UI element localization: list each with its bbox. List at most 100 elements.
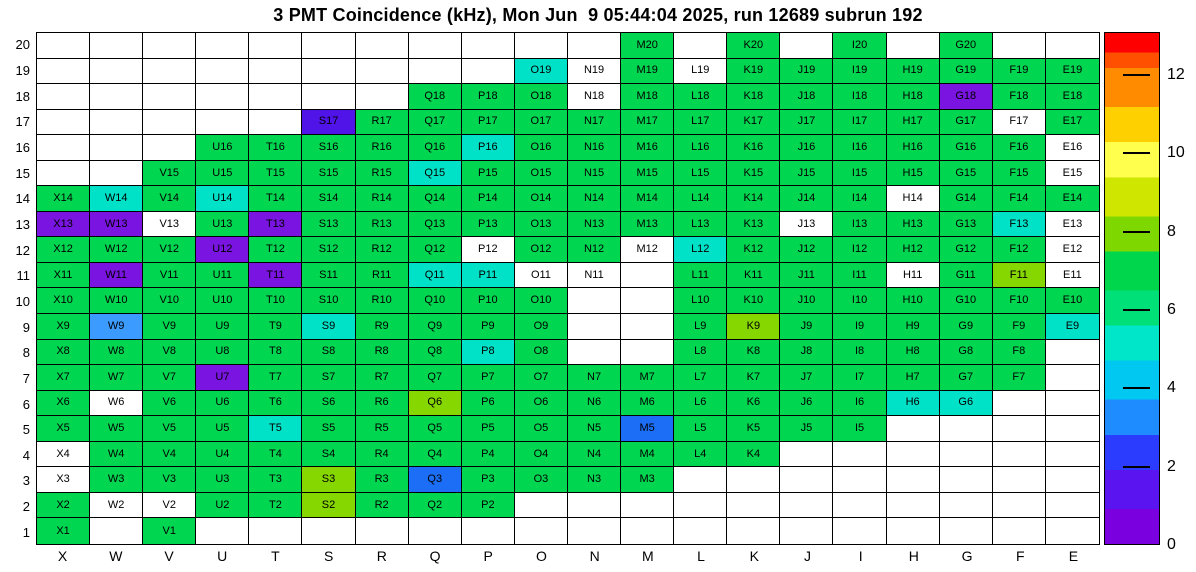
cell-O9: O9 — [514, 314, 568, 340]
cell-empty — [992, 441, 1046, 468]
cell-E18: E18 — [1045, 84, 1099, 110]
cell-empty — [992, 416, 1046, 442]
cell-M3: M3 — [621, 467, 675, 493]
cell-U16: U16 — [196, 135, 250, 161]
cell-R12: R12 — [355, 237, 409, 263]
cell-empty — [249, 518, 303, 544]
cell-empty — [249, 109, 303, 136]
cell-H17: H17 — [886, 109, 940, 136]
cell-empty — [249, 84, 303, 110]
cell-U13: U13 — [196, 211, 250, 238]
cell-O17: O17 — [514, 109, 568, 136]
cell-empty — [567, 33, 622, 59]
cell-S4: S4 — [302, 441, 356, 468]
cell-H13: H13 — [886, 211, 940, 238]
cell-X7: X7 — [37, 365, 91, 391]
cell-J15: J15 — [780, 160, 834, 187]
cell-R17: R17 — [355, 109, 409, 136]
cell-empty — [355, 33, 409, 59]
cell-empty — [196, 109, 250, 136]
cell-empty — [727, 467, 781, 493]
cell-O14: O14 — [514, 186, 568, 212]
cell-I20: I20 — [833, 33, 887, 59]
cell-G7: G7 — [939, 365, 993, 391]
cell-N5: N5 — [567, 416, 622, 442]
y-axis-label: 14 — [15, 191, 30, 207]
cell-M19: M19 — [621, 58, 675, 85]
cell-F11: F11 — [992, 262, 1046, 289]
cell-J9: J9 — [780, 314, 834, 340]
cell-P16: P16 — [461, 135, 515, 161]
x-axis-label: M — [642, 548, 654, 564]
cell-Q4: Q4 — [408, 441, 462, 468]
cell-R7: R7 — [355, 365, 409, 391]
cell-S17: S17 — [302, 109, 356, 136]
cell-T7: T7 — [249, 365, 303, 391]
cell-W2: W2 — [90, 492, 144, 519]
x-axis-label: X — [57, 548, 68, 564]
cell-P6: P6 — [461, 390, 515, 417]
cell-empty — [674, 33, 728, 59]
cell-I5: I5 — [833, 416, 887, 442]
cell-empty — [886, 467, 940, 493]
cell-H7: H7 — [886, 365, 940, 391]
cell-empty — [780, 33, 834, 59]
cell-I18: I18 — [833, 84, 887, 110]
cell-empty — [37, 160, 91, 187]
cell-empty — [37, 33, 91, 59]
cell-F10: F10 — [992, 288, 1046, 315]
cell-N18: N18 — [567, 84, 622, 110]
cell-N14: N14 — [567, 186, 622, 212]
cell-empty — [567, 339, 622, 366]
cell-empty — [355, 58, 409, 85]
cell-empty — [567, 492, 622, 519]
cell-S11: S11 — [302, 262, 356, 289]
cell-empty — [621, 339, 675, 366]
cell-O4: O4 — [514, 441, 568, 468]
cell-empty — [90, 84, 144, 110]
cell-T9: T9 — [249, 314, 303, 340]
cell-P5: P5 — [461, 416, 515, 442]
cell-empty — [621, 314, 675, 340]
cell-L6: L6 — [674, 390, 728, 417]
cell-empty — [1045, 492, 1099, 519]
x-axis-label: J — [803, 548, 811, 564]
cell-E15: E15 — [1045, 160, 1099, 187]
cell-V14: V14 — [143, 186, 197, 212]
colorbar-tick — [1123, 152, 1150, 155]
cell-T4: T4 — [249, 441, 303, 468]
cell-V11: V11 — [143, 262, 197, 289]
cell-R3: R3 — [355, 467, 409, 493]
cell-V5: V5 — [143, 416, 197, 442]
cell-K13: K13 — [727, 211, 781, 238]
cell-W10: W10 — [90, 288, 144, 315]
cell-I9: I9 — [833, 314, 887, 340]
colorbar-tick — [1123, 74, 1150, 77]
cell-empty — [1045, 518, 1099, 544]
cell-O6: O6 — [514, 390, 568, 417]
colorbar-ticks: 0 2 4 6 8 10 12 — [1104, 32, 1196, 553]
cell-K12: K12 — [727, 237, 781, 263]
cell-H19: H19 — [886, 58, 940, 85]
cell-T5: T5 — [249, 416, 303, 442]
cell-empty — [992, 33, 1046, 59]
cell-P2: P2 — [461, 492, 515, 519]
cell-H11: H11 — [886, 262, 940, 289]
cell-empty — [37, 58, 91, 85]
cell-E14: E14 — [1045, 186, 1099, 212]
cell-W3: W3 — [90, 467, 144, 493]
cell-U14: U14 — [196, 186, 250, 212]
cell-I15: I15 — [833, 160, 887, 187]
cell-G10: G10 — [939, 288, 993, 315]
cell-empty — [90, 135, 144, 161]
cell-empty — [992, 518, 1046, 544]
cell-J11: J11 — [780, 262, 834, 289]
cell-S8: S8 — [302, 339, 356, 366]
cell-S9: S9 — [302, 314, 356, 340]
cell-empty — [302, 33, 356, 59]
cell-N3: N3 — [567, 467, 622, 493]
cell-R4: R4 — [355, 441, 409, 468]
y-axis-label: 17 — [15, 114, 30, 130]
cell-R8: R8 — [355, 339, 409, 366]
cell-I17: I17 — [833, 109, 887, 136]
